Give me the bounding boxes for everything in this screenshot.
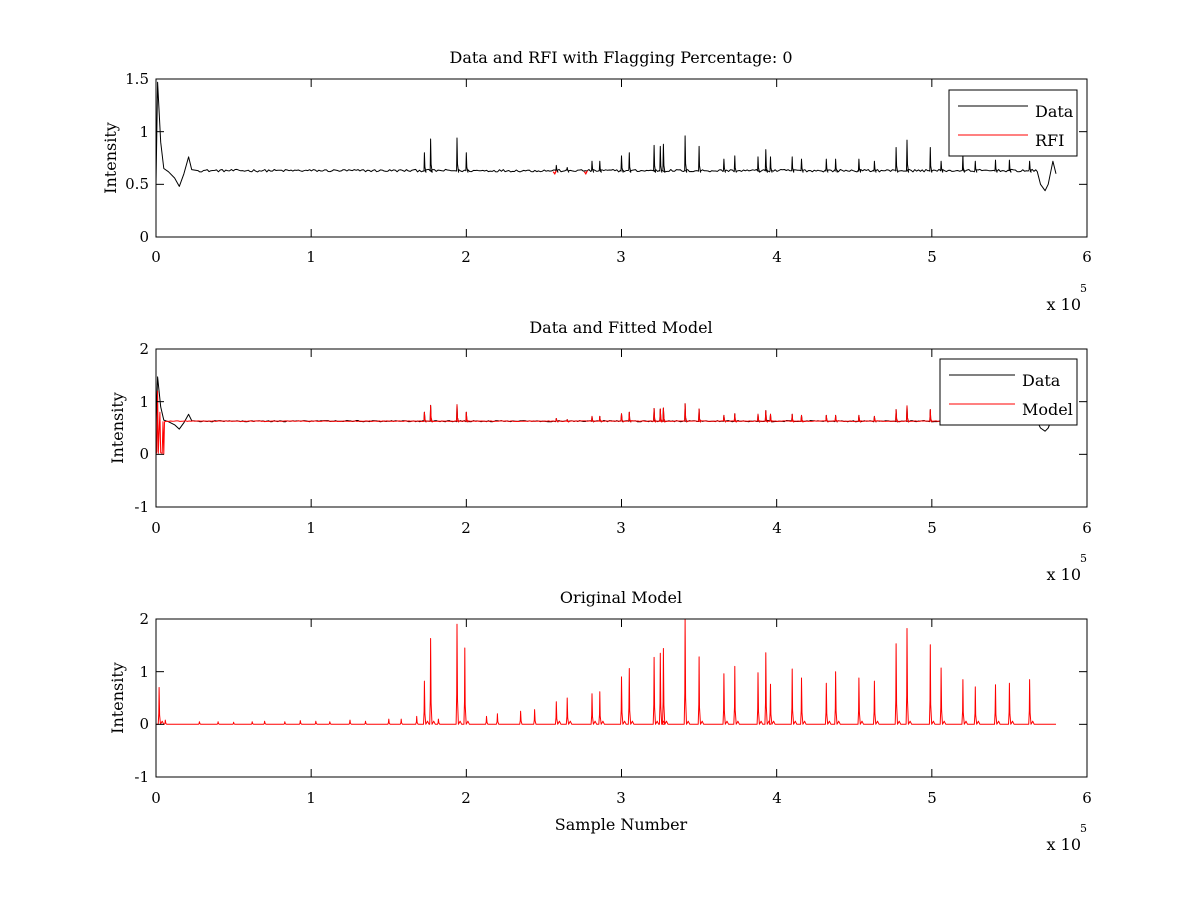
panel-2-x-ticks: 0 1 2 3 4 5 6 bbox=[151, 349, 1092, 537]
panel-3-series-model-line bbox=[156, 618, 1056, 725]
panel-3-ytick-label: 0 bbox=[139, 715, 149, 733]
panel-1-ytick-label: 0.5 bbox=[125, 175, 149, 193]
panel-3-xtick-label: 2 bbox=[461, 789, 471, 807]
panel-3-y-ticks: -1 0 1 2 bbox=[134, 610, 1087, 786]
panel-1-xtick-label: 2 bbox=[461, 248, 471, 266]
panel-3-xtick-label: 1 bbox=[306, 789, 316, 807]
panel-2-xtick-label: 6 bbox=[1082, 519, 1092, 537]
panel-3-xtick-label: 6 bbox=[1082, 789, 1092, 807]
panel-1-ytick-label: 1.5 bbox=[125, 70, 149, 88]
panel-1-xtick-label: 0 bbox=[151, 248, 161, 266]
panel-2-ytick-label: -1 bbox=[134, 498, 149, 516]
panel-1-legend-label-data: Data bbox=[1035, 102, 1074, 121]
panel-2-x-multiplier: x 10 bbox=[1047, 565, 1081, 584]
panel-2-plot bbox=[155, 376, 1057, 455]
panel-3-x-ticks: 0 1 2 3 4 5 6 bbox=[151, 619, 1092, 807]
panel-1-xtick-label: 3 bbox=[616, 248, 626, 266]
panel-1-legend-label-rfi: RFI bbox=[1035, 131, 1064, 150]
panel-1-x-multiplier-exponent: 5 bbox=[1080, 282, 1087, 295]
panel-2-ytick-label: 0 bbox=[139, 445, 149, 463]
panel-2-y-ticks: -1 0 1 2 bbox=[134, 340, 1087, 516]
panel-2-legend-box bbox=[939, 358, 1078, 426]
panel-3-ytick-label: -1 bbox=[134, 768, 149, 786]
panel-3: Original Model Intensity 0 1 2 3 4 5 6 -… bbox=[108, 588, 1092, 854]
panel-1-ylabel: Intensity bbox=[101, 122, 120, 194]
panel-2-title: Data and Fitted Model bbox=[529, 318, 712, 337]
panel-1-xtick-label: 5 bbox=[927, 248, 937, 266]
panel-1-xtick-label: 6 bbox=[1082, 248, 1092, 266]
panel-3-xtick-label: 0 bbox=[151, 789, 161, 807]
panel-2-series-model-line bbox=[155, 390, 1057, 455]
panel-3-plot bbox=[156, 618, 1056, 725]
panel-3-xlabel: Sample Number bbox=[555, 815, 688, 834]
panel-1-xtick-label: 4 bbox=[772, 248, 782, 266]
panel-3-ytick-label: 2 bbox=[139, 610, 149, 628]
panel-3-xtick-label: 3 bbox=[616, 789, 626, 807]
panel-2-x-multiplier-exponent: 5 bbox=[1080, 552, 1087, 565]
panel-1-ytick-label: 1 bbox=[139, 123, 149, 141]
panel-1: Data and RFI with Flagging Percentage: 0… bbox=[101, 48, 1092, 314]
panel-2-xtick-label: 5 bbox=[927, 519, 937, 537]
panel-2-ylabel: Intensity bbox=[108, 392, 127, 464]
panel-1-x-ticks: 0 1 2 3 4 5 6 bbox=[151, 79, 1092, 266]
panel-1-plot bbox=[155, 81, 1057, 192]
panel-3-xtick-label: 4 bbox=[772, 789, 782, 807]
panel-3-x-multiplier-exponent: 5 bbox=[1080, 822, 1087, 835]
panel-1-series-data-line bbox=[155, 81, 1057, 192]
panel-1-legend-box bbox=[948, 89, 1078, 157]
panel-1-ytick-label: 0 bbox=[139, 228, 149, 246]
panel-2-xtick-label: 1 bbox=[306, 519, 316, 537]
panel-1-x-multiplier: x 10 bbox=[1047, 295, 1081, 314]
panel-1-legend: Data RFI bbox=[948, 89, 1078, 157]
panel-2-legend-label-model: Model bbox=[1022, 400, 1073, 419]
panel-3-title: Original Model bbox=[560, 588, 682, 607]
panel-3-x-multiplier: x 10 bbox=[1047, 835, 1081, 854]
panel-3-xtick-label: 5 bbox=[927, 789, 937, 807]
panel-2-xtick-label: 3 bbox=[616, 519, 626, 537]
panel-2: Data and Fitted Model Intensity 0 1 2 3 … bbox=[108, 318, 1092, 584]
panel-2-ytick-label: 1 bbox=[139, 393, 149, 411]
panel-2-legend: Data Model bbox=[939, 358, 1078, 426]
panel-2-ytick-label: 2 bbox=[139, 340, 149, 358]
panel-1-series-rfi-segment bbox=[552, 170, 557, 175]
panel-2-xtick-label: 4 bbox=[772, 519, 782, 537]
panel-2-xtick-label: 2 bbox=[461, 519, 471, 537]
panel-3-ylabel: Intensity bbox=[108, 662, 127, 734]
panel-2-legend-label-data: Data bbox=[1022, 371, 1061, 390]
panel-1-series-rfi-segment bbox=[583, 170, 588, 175]
panel-1-y-ticks: 0 0.5 1 1.5 bbox=[125, 70, 1087, 246]
panel-3-ytick-label: 1 bbox=[139, 663, 149, 681]
panel-1-xtick-label: 1 bbox=[306, 248, 316, 266]
panel-2-xtick-label: 0 bbox=[151, 519, 161, 537]
panel-1-title: Data and RFI with Flagging Percentage: 0 bbox=[449, 48, 792, 67]
